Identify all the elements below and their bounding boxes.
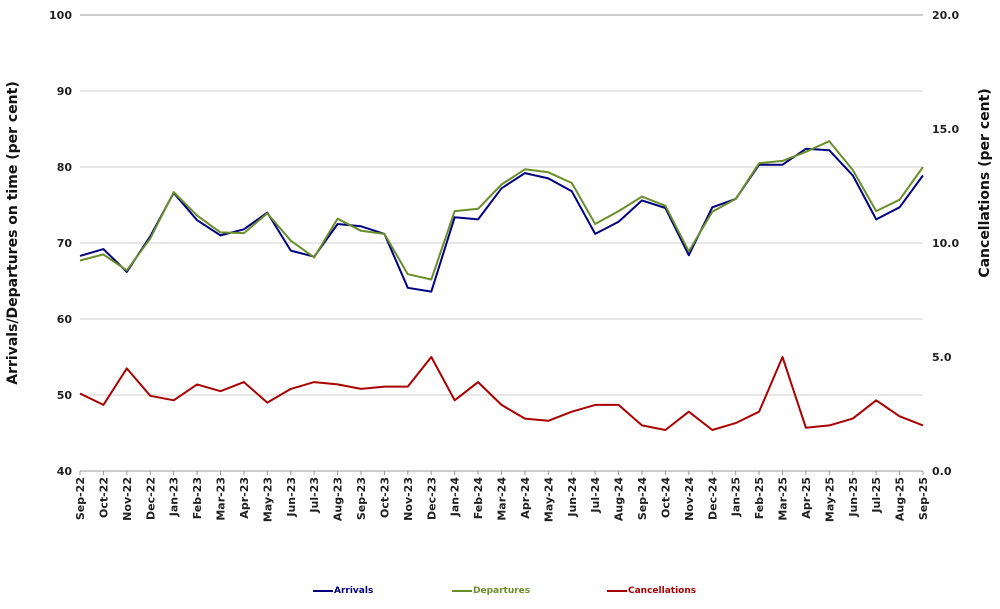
legend-label-departures: Departures [473,586,531,596]
arrivals-swatch-icon [313,590,333,592]
x-tick-label: Nov-23 [402,477,415,521]
x-tick-label: Jul-24 [589,477,602,514]
left-tick-label: 90 [57,85,73,98]
x-tick-label: Sep-24 [636,477,649,520]
x-tick-label: Nov-22 [121,477,134,521]
x-tick-label: Sep-22 [74,477,87,520]
x-tick-label: Sep-25 [917,477,930,520]
legend-label-arrivals: Arrivals [334,586,374,596]
left-axis-ticks: 40 50 60 70 80 90 100 [49,9,72,478]
legend-item-arrivals: Arrivals [313,586,373,596]
left-axis-title: Arrivals/Departures on time (per cent) [5,81,21,384]
gridlines [80,14,923,472]
x-tick-label: Nov-24 [683,477,696,521]
x-tick-label: Mar-25 [777,477,790,521]
series-cancellations-line [79,356,924,431]
series-arrivals-line [79,147,924,293]
left-tick-label: 60 [57,313,73,326]
legend-item-cancellations: Cancellations [607,586,696,596]
x-tick-label: Sep-23 [355,477,368,520]
x-tick-label: Dec-24 [706,477,719,520]
left-tick-label: 40 [57,465,73,478]
x-tick-label: Apr-24 [519,477,532,519]
x-tick-label: Jun-24 [566,477,579,518]
right-tick-label: 0.0 [932,465,952,478]
x-tick-label: Dec-23 [425,477,438,520]
x-tick-label: Feb-24 [472,477,485,520]
x-tick-label: Jul-23 [308,477,321,514]
x-tick-label: Aug-25 [894,477,907,521]
x-tick-label: Mar-24 [496,477,509,521]
x-tick-label: May-23 [261,477,274,522]
cancellations-swatch-icon [607,590,627,592]
x-axis-ticks: Sep-22 Oct-22 Nov-22 Dec-22 Jan-23 Feb-23 Mar-… [74,471,930,522]
right-tick-label: 5.0 [932,351,952,364]
x-tick-label: Apr-25 [800,477,813,519]
x-tick-label: May-24 [542,477,555,522]
left-tick-label: 70 [57,237,73,250]
x-tick-label: Oct-22 [97,477,110,518]
legend: Arrivals Departures Cancellations [0,586,1000,602]
series-lines [79,140,924,431]
series-departures-line [79,140,924,281]
x-tick-label: Mar-23 [215,477,228,521]
x-tick-label: Jan-24 [449,477,462,518]
x-tick-label: Aug-24 [613,477,626,521]
x-tick-label: Oct-24 [659,477,672,518]
x-tick-label: May-25 [823,477,836,522]
departures-swatch-icon [452,590,472,592]
x-tick-label: Jul-25 [870,477,883,514]
legend-label-cancellations: Cancellations [628,586,697,596]
x-tick-label: Jun-25 [847,477,860,518]
x-tick-label: Jan-23 [168,477,181,517]
x-tick-label: Oct-23 [378,477,391,518]
x-tick-label: Aug-23 [332,477,345,521]
legend-item-departures: Departures [452,586,530,596]
x-tick-label: Feb-25 [753,477,766,519]
x-tick-label: Feb-23 [191,477,204,519]
x-tick-label: Apr-23 [238,477,251,519]
right-axis-title: Cancellations (per cent) [977,88,993,277]
left-tick-label: 80 [57,161,73,174]
right-tick-label: 10.0 [932,237,959,250]
x-tick-label: Jun-23 [285,477,298,518]
right-axis-ticks: 0.0 5.0 10.0 15.0 20.0 [932,9,959,478]
left-tick-label: 50 [57,389,73,402]
right-tick-label: 20.0 [932,9,959,22]
left-tick-label: 100 [49,9,72,22]
right-tick-label: 15.0 [932,123,959,136]
x-tick-label: Dec-22 [144,477,157,520]
x-tick-label: Jan-25 [730,477,743,517]
